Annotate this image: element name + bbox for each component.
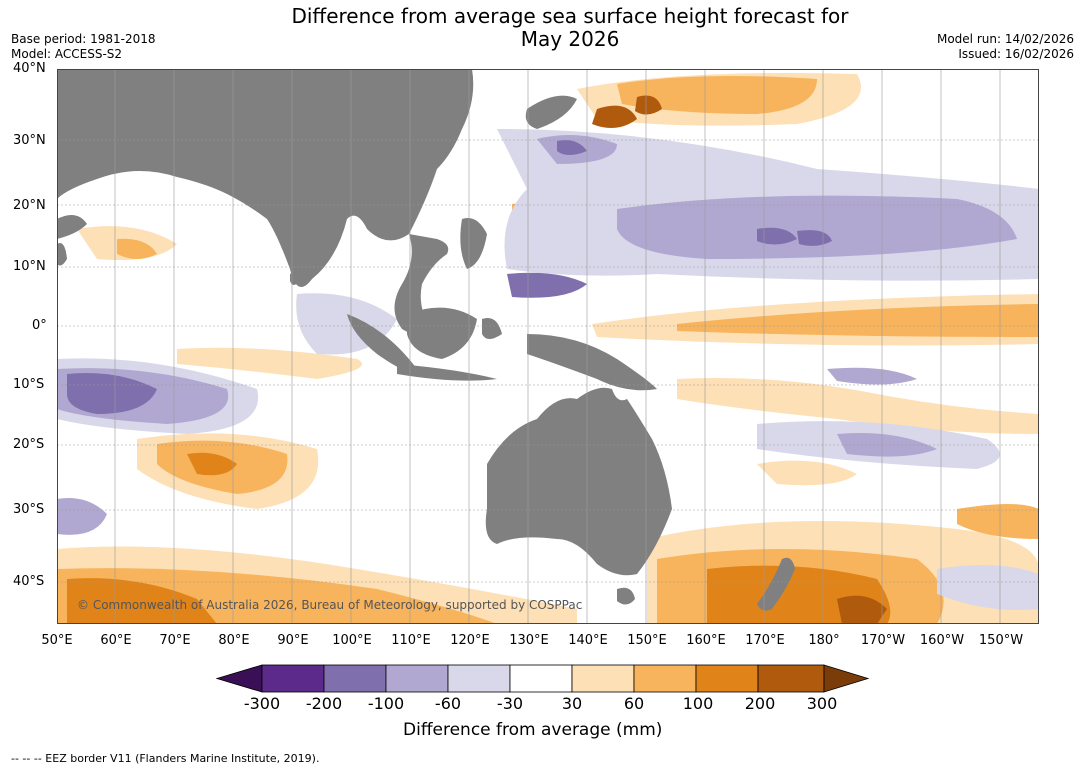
lon-label-170e: 170°E [745, 633, 785, 648]
colorbar-low-extend [216, 664, 263, 693]
colorbar-tick-200: 200 [744, 694, 776, 713]
lon-label-130e: 130°E [509, 633, 549, 648]
colorbar-tick-minus300: -300 [243, 694, 281, 713]
copyright-notice: © Commonwealth of Australia 2026, Bureau… [77, 598, 583, 612]
lon-label-150e: 150°E [627, 633, 667, 648]
africa-horn [57, 215, 87, 239]
java [397, 364, 497, 381]
issued-date: Issued: 16/02/2026 [958, 47, 1074, 61]
colorbar-bin-6 [571, 664, 635, 693]
meta-right: Model run: 14/02/2026 Issued: 16/02/2026 [937, 32, 1074, 62]
colorbar-bin-8 [695, 664, 759, 693]
lat-label-10s: 10°S [13, 377, 45, 392]
lon-label-120e: 120°E [450, 633, 490, 648]
map-frame [57, 69, 1039, 624]
map-gridlines [57, 69, 1039, 624]
meta-left: Base period: 1981-2018 Model: ACCESS-S2 [11, 32, 156, 62]
negative-anomaly-regions [57, 129, 1039, 610]
colorbar-bin-1 [261, 664, 325, 693]
philippines [460, 218, 487, 269]
lon-label-90e: 90°E [277, 633, 309, 648]
lon-label-140e: 140°E [568, 633, 608, 648]
model-run: Model run: 14/02/2026 [936, 32, 1074, 46]
borneo [407, 307, 477, 359]
base-period: Base period: 1981-2018 [11, 32, 156, 46]
madagascar [57, 243, 67, 266]
lon-label-80e: 80°E [218, 633, 250, 648]
tasmania [617, 587, 635, 605]
lat-label-0: 0° [32, 318, 47, 333]
japan [525, 95, 577, 129]
colorbar [216, 664, 870, 693]
asia-landmass [57, 69, 474, 287]
chart-title-line2: May 2026 [520, 27, 620, 51]
lat-label-40n: 40°N [13, 61, 46, 76]
colorbar-bin-7 [633, 664, 697, 693]
lon-label-180: 180° [808, 633, 840, 648]
new-zealand [757, 557, 795, 611]
colorbar-bin-9 [757, 664, 825, 693]
colorbar-bin-2 [323, 664, 387, 693]
lon-label-160e: 160°E [686, 633, 726, 648]
colorbar-bin-5 [509, 664, 573, 693]
colorbar-title: Difference from average (mm) [403, 720, 663, 740]
lon-label-50e: 50°E [41, 633, 73, 648]
australia [485, 387, 672, 576]
lon-label-70e: 70°E [159, 633, 191, 648]
colorbar-tick-300: 300 [806, 694, 838, 713]
chart-title-line1: Difference from average sea surface heig… [291, 4, 849, 28]
lon-label-160w: 160°W [919, 633, 965, 648]
eez-footnote: -- -- -- EEZ border V11 (Flanders Marine… [11, 752, 320, 765]
lat-label-10n: 10°N [13, 259, 46, 274]
lon-label-170w: 170°W [860, 633, 906, 648]
lon-label-100e: 100°E [332, 633, 372, 648]
sulawesi [482, 318, 502, 339]
lon-label-150w: 150°W [978, 633, 1024, 648]
colorbar-high-extend [823, 664, 870, 693]
lat-label-20s: 20°S [13, 437, 45, 452]
colorbar-tick-minus100: -100 [367, 694, 405, 713]
landmasses [57, 69, 795, 611]
colorbar-tick-minus30: -30 [496, 694, 524, 713]
model-name: Model: ACCESS-S2 [11, 47, 123, 61]
colorbar-tick-minus60: -60 [434, 694, 462, 713]
se-asia-peninsula [394, 234, 449, 337]
sea-surface-map [57, 69, 1039, 624]
colorbar-tick-100: 100 [682, 694, 714, 713]
colorbar-tick-60: 60 [623, 694, 645, 713]
lat-label-30s: 30°S [13, 502, 45, 517]
colorbar-bin-3 [385, 664, 449, 693]
colorbar-tick-30: 30 [561, 694, 583, 713]
lat-label-40s: 40°S [13, 574, 45, 589]
lon-label-110e: 110°E [391, 633, 431, 648]
colorbar-tick-minus200: -200 [305, 694, 343, 713]
sumatra [347, 314, 417, 372]
lon-label-60e: 60°E [100, 633, 132, 648]
lat-label-20n: 20°N [13, 198, 46, 213]
colorbar-bin-4 [447, 664, 511, 693]
new-guinea [527, 334, 657, 391]
lat-label-30n: 30°N [13, 133, 46, 148]
